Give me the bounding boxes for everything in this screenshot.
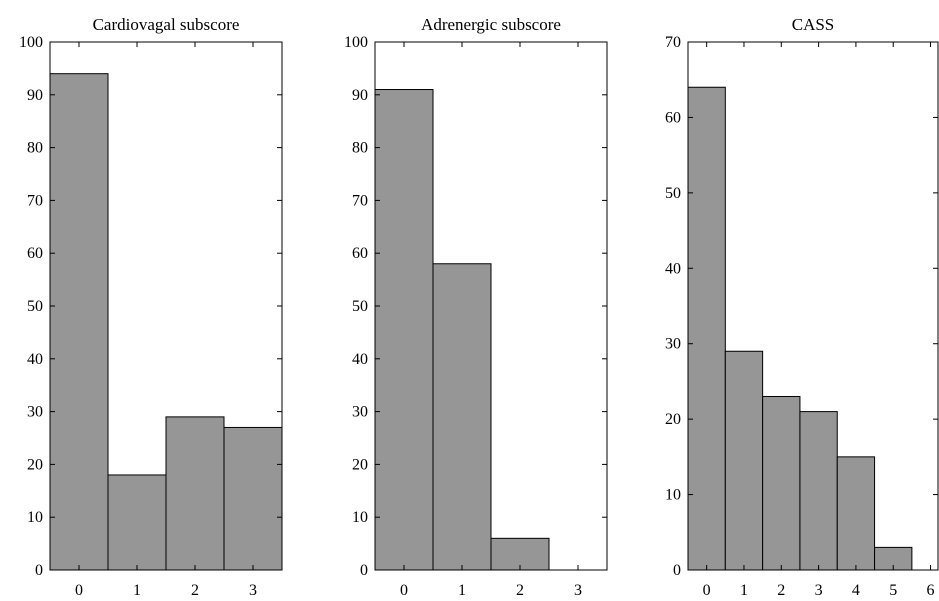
chart-2-bar-3 (799, 411, 838, 571)
chart-1-title: Adrenergic subscore (421, 15, 561, 34)
chart-0-ytick-label: 60 (27, 245, 43, 262)
chart-0-ytick-label: 10 (27, 509, 43, 526)
chart-0-bar-1 (107, 474, 167, 571)
chart-0-ytick-label: 0 (35, 562, 43, 579)
chart-2-ytick-label: 0 (673, 562, 681, 579)
chart-0-bar-0 (49, 73, 109, 571)
chart-1-bar-2 (490, 537, 550, 571)
chart-2-bar-0 (687, 86, 726, 571)
chart-2-ytick-label: 70 (665, 34, 681, 51)
chart-0-bar-3 (223, 426, 283, 571)
chart-2-bar-1 (724, 350, 764, 571)
chart-2-xtick-label: 2 (777, 582, 785, 599)
chart-1-ytick-label: 100 (344, 34, 368, 51)
chart-0-ytick-label: 20 (27, 456, 43, 473)
chart-0-xtick-label: 2 (191, 582, 199, 599)
chart-0-title: Cardiovagal subscore (93, 15, 240, 34)
chart-2-ytick-label: 20 (665, 411, 681, 428)
chart-2-ytick-label: 50 (665, 185, 681, 202)
chart-2-ytick-label: 40 (665, 260, 681, 277)
chart-1-ytick-label: 0 (360, 562, 368, 579)
chart-0-ytick-label: 70 (27, 192, 43, 209)
chart-2-xtick-label: 3 (815, 582, 823, 599)
chart-2-ytick-label: 60 (665, 109, 681, 126)
chart-1-ytick-label: 10 (352, 509, 368, 526)
chart-0-ytick-label: 80 (27, 140, 43, 157)
chart-2-ytick-label: 30 (665, 336, 681, 353)
chart-2-ytick-label: 10 (665, 487, 681, 504)
chart-1-xtick-label: 1 (458, 582, 466, 599)
chart-0-ytick-label: 30 (27, 404, 43, 421)
chart-2-xtick-label: 6 (927, 582, 935, 599)
chart-2-xtick-label: 1 (740, 582, 748, 599)
chart-1-xtick-label: 0 (400, 582, 408, 599)
chart-0-xtick-label: 1 (133, 582, 141, 599)
chart-1-bar-1 (432, 263, 492, 571)
chart-1-ytick-label: 30 (352, 404, 368, 421)
chart-2-axes-frame (687, 41, 939, 571)
chart-2-bar-2 (762, 396, 801, 571)
chart-1-ytick-label: 40 (352, 351, 368, 368)
chart-1-ytick-label: 20 (352, 456, 368, 473)
chart-0-ytick-label: 50 (27, 298, 43, 315)
chart-0-ytick-label: 40 (27, 351, 43, 368)
chart-0-ytick-label: 100 (19, 34, 43, 51)
chart-1-xtick-label: 2 (516, 582, 524, 599)
chart-1-ytick-label: 50 (352, 298, 368, 315)
chart-0-ytick-label: 90 (27, 87, 43, 104)
chart-1-bar-0 (374, 89, 434, 571)
chart-1-ytick-label: 60 (352, 245, 368, 262)
chart-1-ytick-label: 70 (352, 192, 368, 209)
chart-0-xtick-label: 0 (75, 582, 83, 599)
chart-2-title: CASS (792, 15, 835, 34)
chart-1-xtick-label: 3 (574, 582, 582, 599)
chart-1-ytick-label: 80 (352, 140, 368, 157)
chart-2-xtick-label: 0 (703, 582, 711, 599)
chart-2-xtick-label: 4 (852, 582, 860, 599)
chart-1-ytick-label: 90 (352, 87, 368, 104)
chart-2-bar-4 (836, 456, 876, 571)
chart-0-bar-2 (165, 416, 225, 571)
chart-2-xtick-label: 5 (889, 582, 897, 599)
chart-0-xtick-label: 3 (249, 582, 257, 599)
